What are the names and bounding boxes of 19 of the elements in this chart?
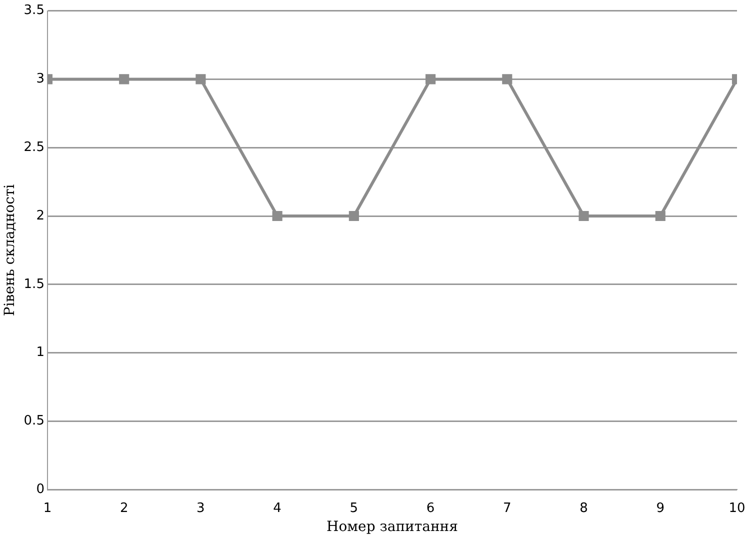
x-tick-label: 6: [426, 500, 435, 516]
y-tick-label: 3.5: [24, 3, 44, 18]
y-tick-label: 0.5: [24, 414, 44, 429]
x-tick-label: 10: [728, 500, 746, 516]
x-tick-label: 8: [580, 500, 588, 516]
x-tick-label: 9: [656, 500, 665, 516]
y-tick-label: 0: [36, 482, 44, 497]
y-tick-label: 1: [36, 345, 44, 360]
x-tick-label: 4: [273, 500, 282, 516]
y-tick-label: 1.5: [24, 276, 44, 292]
x-axis-title: Номер запитання: [326, 519, 458, 536]
x-tick-label: 5: [350, 500, 358, 516]
x-tick-label: 3: [196, 500, 205, 516]
x-tick-label: 2: [120, 500, 128, 516]
y-tick-label: 2: [36, 208, 44, 224]
y-tick-label: 2.5: [24, 140, 44, 155]
x-tick-label: 7: [503, 500, 512, 516]
y-tick-label: 3: [36, 72, 44, 87]
y-axis-title: Рівень складності: [2, 184, 18, 316]
